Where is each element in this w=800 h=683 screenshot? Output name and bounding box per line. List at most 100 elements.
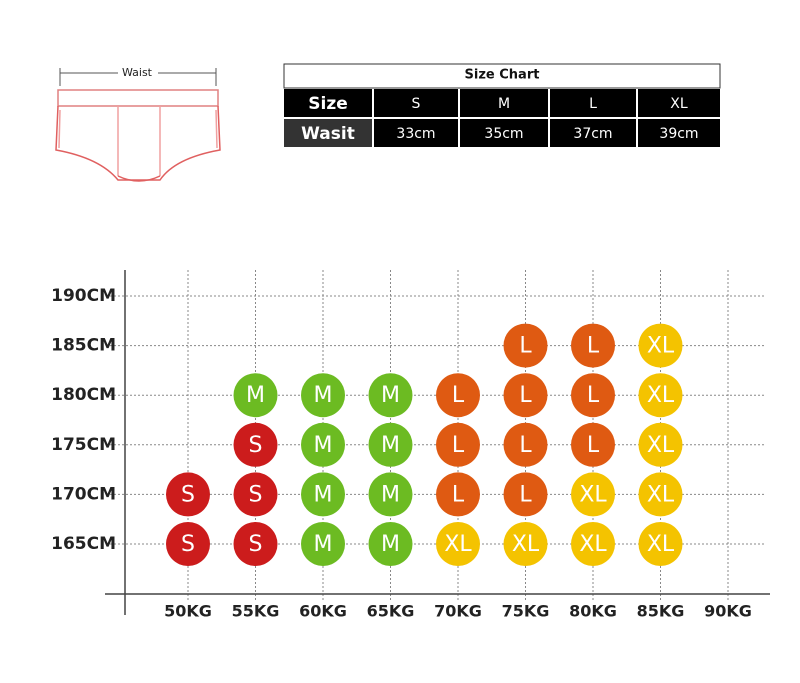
size-badge: [166, 522, 210, 566]
size-badge-label: XL: [512, 532, 540, 557]
size-badge: [301, 422, 345, 467]
waist-marker: [59, 68, 217, 86]
size-badge-label: XL: [647, 383, 675, 408]
size-badge: [571, 373, 615, 418]
size-badge: [368, 422, 413, 467]
size-badge-label: XL: [579, 532, 607, 557]
size-badge-label: S: [181, 532, 195, 557]
size-badge-label: L: [452, 433, 465, 458]
size-badge: [368, 472, 413, 517]
table-cell: [638, 89, 720, 117]
size-badge-label: XL: [647, 334, 675, 359]
size-badge: [571, 323, 615, 368]
table-cell: [638, 119, 720, 147]
weight-label: 55KG: [232, 602, 280, 621]
size-badge: [233, 373, 278, 418]
table-cell-text: L: [589, 96, 597, 112]
size-badge: [166, 472, 210, 517]
size-badge: [503, 422, 548, 467]
size-badge: [301, 472, 345, 517]
size-badge: [233, 422, 278, 467]
weight-label: 60KG: [299, 602, 347, 621]
size-badge-label: M: [381, 532, 400, 557]
size-badge-label: L: [519, 383, 532, 408]
table-cell-text: XL: [670, 96, 688, 112]
size-badge-label: L: [519, 433, 532, 458]
size-badge-label: L: [587, 334, 600, 359]
size-badge: [233, 472, 278, 517]
size-badge-label: S: [181, 482, 195, 507]
size-badge-label: XL: [647, 482, 675, 507]
size-badge-label: L: [452, 482, 465, 507]
table-cell-text: Size: [308, 94, 348, 114]
weight-label: 80KG: [569, 602, 617, 621]
height-label: 190CM: [51, 286, 116, 306]
size-badge-label: L: [452, 383, 465, 408]
size-badge-label: S: [249, 433, 263, 458]
size-badge-label: L: [519, 482, 532, 507]
size-badge-label: M: [314, 433, 333, 458]
table-cell-text: 35cm: [484, 126, 523, 142]
table-title-cell: [283, 63, 721, 89]
size-badge-label: S: [249, 532, 263, 557]
size-badge-label: M: [381, 482, 400, 507]
size-badge: [503, 323, 548, 368]
size-badge: [638, 373, 683, 418]
table-cell: [550, 119, 636, 147]
size-badge: [436, 422, 480, 467]
weight-label: 50KG: [164, 602, 212, 621]
table-cell: [550, 89, 636, 117]
height-label: 180CM: [51, 385, 116, 405]
height-label: 175CM: [51, 435, 116, 455]
size-badge: [368, 373, 413, 418]
size-badge-label: L: [519, 334, 532, 359]
size-badge: [503, 373, 548, 418]
table-cell: [460, 119, 548, 147]
table-cell: [284, 89, 372, 117]
table-title: Size Chart: [465, 68, 540, 83]
size-badge: [571, 522, 615, 566]
size-badge-label: M: [246, 383, 265, 408]
size-badge: [436, 522, 480, 566]
size-badge: [638, 522, 683, 566]
table: Size S M L XL Wasit 33cm 35cm 37cm 39cm: [284, 89, 720, 147]
table-cell: [374, 119, 458, 147]
size-badge: [503, 472, 548, 517]
size-badge: [368, 522, 413, 566]
size-badge-label: M: [381, 383, 400, 408]
size-badge: [436, 373, 480, 418]
weight-label: 90KG: [704, 602, 752, 621]
weight-label: 75KG: [502, 602, 550, 621]
table-cell: [284, 119, 372, 147]
height-label: 165CM: [51, 534, 116, 554]
height-label: 185CM: [51, 336, 116, 356]
table-cell-text: 39cm: [659, 126, 698, 142]
table-cell-text: Wasit: [301, 124, 355, 144]
size-badge: [301, 522, 345, 566]
size-badge: [638, 422, 683, 467]
size-badge-label: M: [314, 482, 333, 507]
size-badge-label: L: [587, 383, 600, 408]
size-grid: 190CM 185CM 180CM 175CM 170CM 165CM 50KG 55KG 60…: [51, 270, 770, 621]
briefs-drawing: [55, 89, 221, 182]
size-badge-label: M: [314, 383, 333, 408]
size-badge: [436, 472, 480, 517]
size-badge: [301, 373, 345, 418]
size-badge: [638, 472, 683, 517]
weight-label: 70KG: [434, 602, 482, 621]
weight-label: 85KG: [637, 602, 685, 621]
table-cell: [460, 89, 548, 117]
size-badge-label: XL: [647, 433, 675, 458]
size-badge-label: S: [249, 482, 263, 507]
height-label: 170CM: [51, 484, 116, 504]
table-cell-text: 37cm: [573, 126, 612, 142]
size-badge-label: M: [381, 433, 400, 458]
table-cell-text: M: [498, 96, 510, 112]
weight-label: 65KG: [367, 602, 415, 621]
table-cell-text: 33cm: [396, 126, 435, 142]
size-badge-label: XL: [444, 532, 472, 557]
size-badge: [638, 323, 683, 368]
size-badge: [571, 472, 615, 517]
waist-label: Waist: [122, 66, 153, 79]
